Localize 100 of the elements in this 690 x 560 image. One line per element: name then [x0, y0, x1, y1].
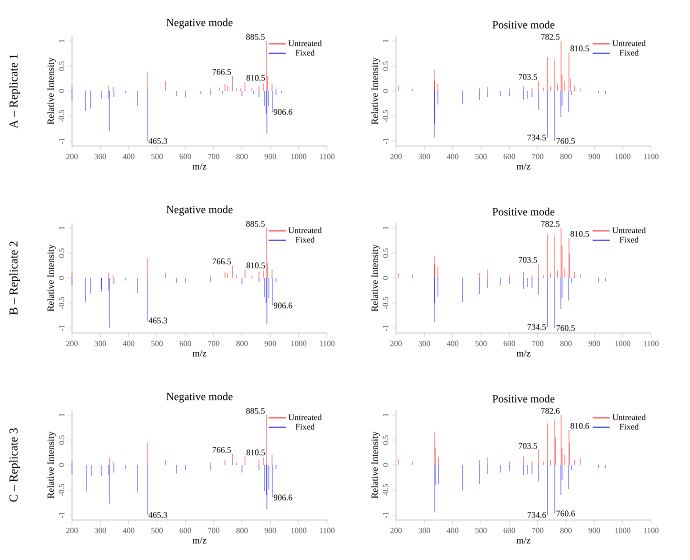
x-tick-label: 700: [532, 154, 544, 160]
chart-title: Negative mode: [166, 205, 233, 216]
x-tick-label: 200: [66, 528, 78, 534]
x-tick-label: 900: [264, 154, 276, 160]
x-tick-label: 400: [122, 528, 134, 534]
x-tick-label: 500: [151, 528, 163, 534]
x-axis-title: m/z: [516, 350, 530, 356]
x-tick-label: 1100: [320, 528, 335, 534]
x-tick-label: 800: [236, 154, 248, 160]
x-tick-label: 300: [418, 528, 430, 534]
annotation: 760.5: [556, 325, 575, 331]
y-tick-label: 1: [58, 413, 64, 416]
annotation: 760.6: [556, 510, 575, 516]
annotation: 465.3: [148, 512, 168, 518]
x-tick-label: 700: [208, 340, 220, 346]
x-tick-label: 900: [588, 154, 600, 160]
y-tick-label: -1: [58, 512, 64, 518]
x-tick-label: 200: [390, 340, 402, 346]
legend-label: Untreated: [288, 227, 322, 234]
legend-label: Untreated: [288, 414, 322, 420]
y-tick-label: -1: [382, 325, 388, 332]
x-tick-label: 600: [180, 528, 192, 534]
annotation: 766.5: [212, 69, 231, 75]
x-tick-label: 700: [532, 528, 544, 534]
x-tick-label: 200: [390, 154, 402, 160]
x-tick-label: 400: [122, 154, 134, 160]
annotation: 766.5: [212, 447, 231, 453]
x-tick-label: 500: [151, 154, 163, 160]
x-tick-label: 600: [180, 154, 192, 160]
y-tick-label: 0.5: [382, 248, 388, 258]
x-tick-label: 600: [504, 154, 516, 160]
x-tick-label: 400: [446, 340, 458, 346]
y-tick-label: 0: [58, 89, 64, 93]
y-tick-label: -1: [58, 325, 64, 332]
x-tick-label: 800: [560, 528, 572, 534]
y-tick-label: 1: [382, 226, 388, 230]
y-tick-label: 0.5: [58, 248, 64, 258]
legend-label: Fixed: [296, 236, 315, 243]
legend-label: Fixed: [620, 236, 639, 243]
legend-label: Fixed: [620, 50, 639, 56]
x-tick-label: 300: [418, 340, 430, 346]
x-axis-title: m/z: [192, 163, 206, 170]
y-tick-label: 1: [58, 39, 64, 42]
x-tick-label: 900: [264, 528, 276, 534]
chart-title: Negative mode: [166, 18, 233, 28]
x-tick-label: 1100: [644, 154, 659, 160]
x-tick-label: 800: [236, 528, 248, 534]
annotation: 734.6: [528, 512, 546, 518]
y-tick-label: -0.5: [58, 484, 64, 496]
annotation: 734.5: [528, 324, 546, 330]
y-tick-label: 0: [382, 276, 388, 280]
legend-label: Fixed: [296, 50, 315, 56]
x-axis-title: m/z: [192, 350, 206, 356]
legend-label: Untreated: [612, 227, 646, 234]
y-tick-label: -0.5: [58, 296, 64, 310]
x-tick-label: 500: [475, 528, 487, 534]
x-tick-label: 300: [94, 528, 106, 534]
legend-label: Fixed: [296, 424, 315, 430]
x-tick-label: 900: [264, 340, 276, 346]
y-axis-title: Relative Intensity: [371, 431, 380, 498]
x-tick-label: 300: [94, 340, 106, 346]
annotation: 810.5: [246, 262, 265, 268]
annotation: 703.5: [518, 257, 538, 263]
x-tick-label: 700: [208, 154, 220, 160]
y-tick-label: 0.5: [382, 435, 388, 445]
x-tick-label: 800: [560, 154, 572, 160]
y-tick-label: 0.5: [58, 435, 64, 445]
x-tick-label: 1100: [320, 340, 335, 346]
x-tick-label: 600: [504, 528, 516, 534]
x-tick-label: 1100: [644, 528, 659, 534]
x-tick-label: 700: [208, 528, 220, 534]
annotation: 703.5: [518, 443, 538, 449]
annotation: 465.3: [148, 318, 168, 324]
x-tick-label: 500: [151, 340, 163, 346]
x-axis-title: m/z: [516, 537, 530, 544]
y-tick-label: 0: [58, 463, 64, 467]
annotation: 465.3: [148, 138, 168, 144]
y-tick-label: -1: [382, 138, 388, 144]
annotation: 810.5: [570, 46, 589, 52]
x-tick-label: 1000: [291, 528, 306, 534]
y-axis-title: Relative Intensity: [371, 244, 380, 312]
x-tick-label: 1000: [615, 528, 630, 534]
x-tick-label: 600: [504, 340, 516, 346]
legend-label: Untreated: [288, 40, 322, 46]
x-tick-label: 400: [446, 528, 458, 534]
legend-label: Untreated: [612, 40, 646, 46]
y-tick-label: 1: [382, 39, 388, 42]
x-tick-label: 400: [446, 154, 458, 160]
annotation: 885.5: [246, 408, 265, 414]
y-tick-label: -0.5: [382, 296, 388, 310]
y-tick-label: 0: [382, 89, 388, 93]
annotation: 810.6: [570, 423, 590, 429]
annotation: 703.5: [518, 74, 538, 80]
chart-title: Positive mode: [492, 20, 554, 28]
y-tick-label: 0: [58, 276, 64, 280]
x-tick-label: 1000: [615, 154, 630, 160]
annotation: 906.6: [274, 109, 292, 115]
x-axis-title: m/z: [516, 163, 530, 170]
text: C – Replicate 3: [9, 428, 20, 502]
x-tick-label: 800: [560, 340, 572, 346]
